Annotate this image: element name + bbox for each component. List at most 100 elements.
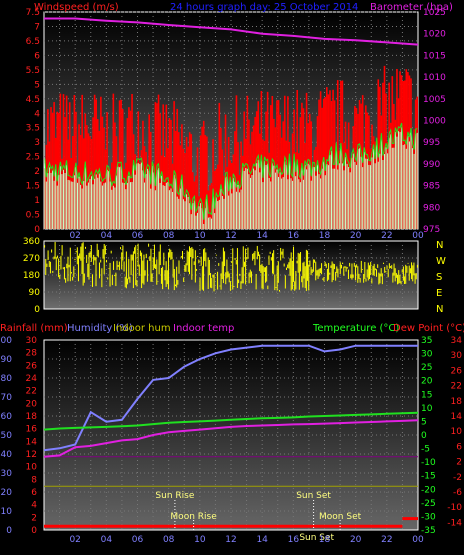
rain-tick: 18 xyxy=(26,412,38,422)
rain-tick: 22 xyxy=(26,387,37,397)
temperature-tick: 25 xyxy=(421,363,432,373)
moonset-label: Moon Set xyxy=(319,512,362,522)
dewpoint-line xyxy=(43,419,419,458)
humidity-tick: 70 xyxy=(1,393,13,403)
temperature-tick: 15 xyxy=(421,390,432,400)
mid-left-tick: 90 xyxy=(29,288,41,298)
top-right-tick: 1000 xyxy=(423,117,446,127)
mid-left-tick: 270 xyxy=(23,254,40,264)
top-left-tick: 6.5 xyxy=(26,37,40,47)
top-left-tick: 5.5 xyxy=(26,66,40,76)
temperature-tick: 35 xyxy=(421,336,432,346)
top-x-tick: 12 xyxy=(225,231,236,241)
top-x-tick: 18 xyxy=(319,231,331,241)
humidity-tick: 50 xyxy=(1,431,13,441)
top-left-tick: 1.5 xyxy=(26,182,40,192)
dewpoint-tick: 2 xyxy=(456,458,462,468)
top-right-tick: 1010 xyxy=(423,73,446,83)
dewpoint-tick: 34 xyxy=(451,336,463,346)
dewpoint-tick: 22 xyxy=(451,382,462,392)
top-left-tick: 2 xyxy=(34,167,40,177)
temperature-tick: 20 xyxy=(421,377,433,387)
direction-letter: N xyxy=(436,304,443,315)
top-right-tick: 1015 xyxy=(423,51,446,61)
mid-direction-bars xyxy=(44,241,418,292)
top-lines xyxy=(44,17,419,220)
bottom-title-itemp: Indoor temp xyxy=(173,323,234,334)
bottom-x-tick: 20 xyxy=(350,535,362,545)
top-left-tick: 4 xyxy=(34,109,40,119)
top-right-tick: 1025 xyxy=(423,8,446,18)
bottom-x-tick: 18 xyxy=(319,535,331,545)
temperature-tick: -5 xyxy=(421,445,430,455)
bottom-x-tick: 04 xyxy=(101,535,113,545)
top-right-tick: 990 xyxy=(423,160,440,170)
top-left-tick: 5 xyxy=(34,80,40,90)
rain-tick: 16 xyxy=(26,425,38,435)
humidity-tick: 90 xyxy=(1,355,13,365)
top-right-title: Barometer (hpa) xyxy=(370,2,453,13)
sunset-axis-label: Sun Set xyxy=(299,533,334,543)
humidity-tick: 60 xyxy=(1,412,13,422)
bottom-title-rain: Rainfall (mm) xyxy=(0,323,68,334)
rain-tick: 26 xyxy=(26,361,38,371)
top-x-tick: 10 xyxy=(194,231,206,241)
temperature-tick: -30 xyxy=(421,512,436,522)
temperature-tick: 5 xyxy=(421,417,427,427)
humidity-tick: 10 xyxy=(1,507,13,517)
mid-grid xyxy=(44,241,418,309)
top-left-tick: 3.5 xyxy=(26,124,40,134)
top-x-tick: 16 xyxy=(288,231,300,241)
rain-tick: 20 xyxy=(26,399,38,409)
top-left-tick: 0.5 xyxy=(26,211,40,221)
top-x-tick: 08 xyxy=(163,231,175,241)
humidity-tick: 20 xyxy=(1,488,13,498)
top-left-tick: 6 xyxy=(34,51,40,61)
top-x-ticks: 02 04 06 08 10 12 14 16 18 20 22 00 xyxy=(69,231,424,241)
dewpoint-tick: -6 xyxy=(453,488,462,498)
bottom-title-dew: Dew Point (°C) xyxy=(393,323,464,334)
top-x-tick: 06 xyxy=(132,231,144,241)
bottom-x-tick: 22 xyxy=(381,535,392,545)
bottom-title-hum: Humidity (%) xyxy=(67,323,133,334)
temperature-tick: 0 xyxy=(421,431,427,441)
sunrise-label: Sun Rise xyxy=(155,491,194,501)
humidity-tick: 30 xyxy=(1,469,13,479)
bottom-annotations: Sun Rise Sun Set Moon Rise Moon Set Sun Set xyxy=(155,491,361,543)
humidity-tick: 40 xyxy=(1,450,13,460)
top-right-tick: 1020 xyxy=(423,30,446,40)
dewpoint-tick: -14 xyxy=(447,518,462,528)
temperature-line xyxy=(43,411,419,431)
temperature-tick: 10 xyxy=(421,404,433,414)
top-x-tick: 00 xyxy=(412,231,424,241)
avg-line xyxy=(44,122,418,220)
humidity-tick: 0 xyxy=(6,526,12,536)
bottom-x-tick: 10 xyxy=(194,535,206,545)
bottom-x-tick: 14 xyxy=(256,535,268,545)
direction-letter: E xyxy=(436,288,442,299)
rain-tick: 12 xyxy=(26,450,37,460)
top-x-tick: 14 xyxy=(256,231,268,241)
humidity-line xyxy=(43,344,418,452)
rain-tick: 6 xyxy=(31,488,37,498)
top-left-tick: 7.5 xyxy=(26,8,40,18)
mid-left-tick: 180 xyxy=(23,271,40,281)
temperature-tick: -15 xyxy=(421,472,436,482)
top-right-ticks: 975 980 985 990 995 1000 1005 1010 1015 1020 1025 xyxy=(423,8,446,235)
humidity-tick: 80 xyxy=(1,374,13,384)
direction-letter: S xyxy=(436,272,442,283)
top-left-tick: 3 xyxy=(34,138,40,148)
dewpoint-tick: 6 xyxy=(456,442,462,452)
top-right-tick: 985 xyxy=(423,182,440,192)
bottom-x-tick: 16 xyxy=(288,535,300,545)
dewpoint-tick: -2 xyxy=(453,473,462,483)
temperature-tick: -10 xyxy=(421,458,436,468)
rain-tick: 14 xyxy=(26,437,38,447)
top-left-tick: 2.5 xyxy=(26,153,40,163)
top-x-tick: 04 xyxy=(101,231,113,241)
temperature-tick: 30 xyxy=(421,350,433,360)
top-left-title: Windspeed (m/s) xyxy=(34,2,119,13)
rain-tick: 2 xyxy=(31,513,37,523)
top-x-tick: 02 xyxy=(69,231,80,241)
